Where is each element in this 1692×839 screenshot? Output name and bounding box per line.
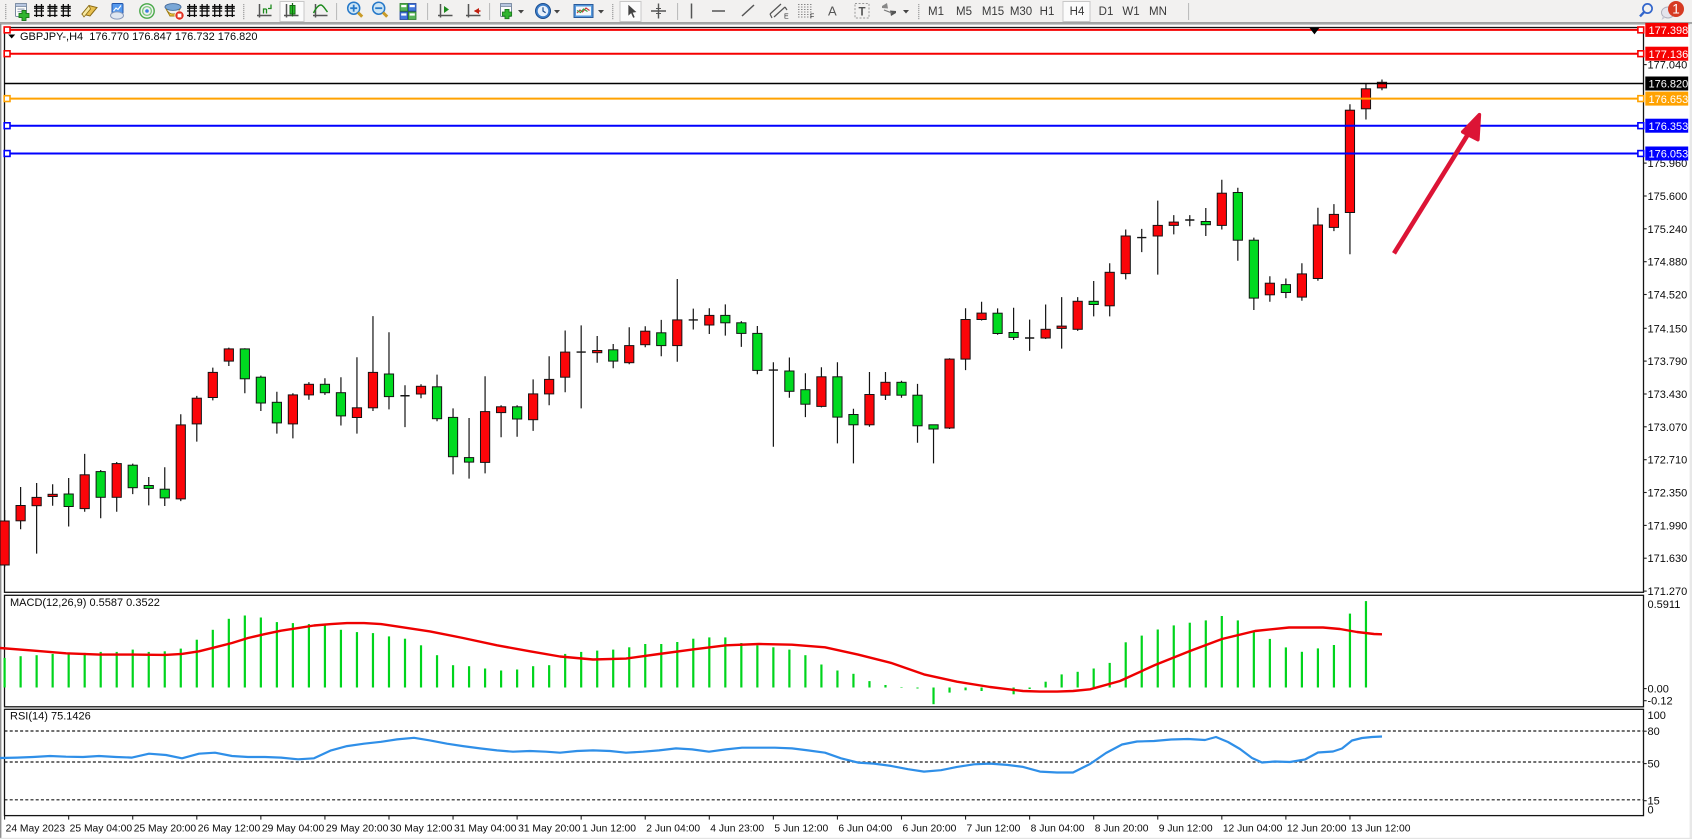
svg-text:31 May 04:00: 31 May 04:00 (454, 824, 517, 835)
svg-text:0.5911: 0.5911 (1648, 599, 1681, 611)
svg-text:13 Jun 12:00: 13 Jun 12:00 (1351, 824, 1411, 835)
svg-text:29 May 04:00: 29 May 04:00 (262, 824, 325, 835)
svg-text:173.070: 173.070 (1648, 422, 1688, 434)
svg-text:6 Jun 04:00: 6 Jun 04:00 (838, 824, 892, 835)
svg-text:12 Jun 20:00: 12 Jun 20:00 (1287, 824, 1347, 835)
svg-text:176.653: 176.653 (1649, 94, 1689, 106)
svg-text:8 Jun 20:00: 8 Jun 20:00 (1095, 824, 1149, 835)
svg-text:174.880: 174.880 (1648, 257, 1688, 269)
svg-text:172.710: 172.710 (1648, 455, 1688, 467)
svg-text:80: 80 (1648, 726, 1660, 738)
svg-text:A: A (828, 4, 837, 19)
svg-text:0: 0 (1648, 804, 1654, 816)
svg-text:177.398: 177.398 (1649, 25, 1689, 37)
svg-text:172.350: 172.350 (1648, 488, 1688, 500)
svg-text:176.353: 176.353 (1649, 121, 1689, 133)
svg-text:173.790: 173.790 (1648, 356, 1688, 368)
svg-text:M15: M15 (982, 6, 1004, 18)
svg-text:MACD(12,26,9) 0.5587 0.3522: MACD(12,26,9) 0.5587 0.3522 (10, 597, 160, 609)
svg-text:173.430: 173.430 (1648, 389, 1688, 401)
svg-text:9 Jun 12:00: 9 Jun 12:00 (1159, 824, 1213, 835)
svg-text:171.270: 171.270 (1648, 586, 1688, 598)
svg-text:24 May 2023: 24 May 2023 (6, 824, 66, 835)
svg-text:176.820: 176.820 (1649, 79, 1689, 91)
svg-text:171.990: 171.990 (1648, 520, 1688, 532)
svg-text:177.136: 177.136 (1649, 49, 1689, 61)
svg-text:177.040: 177.040 (1648, 60, 1688, 72)
svg-text:W1: W1 (1122, 6, 1139, 18)
svg-text:5 Jun 12:00: 5 Jun 12:00 (774, 824, 828, 835)
svg-text:H1: H1 (1040, 6, 1055, 18)
svg-text:25 May 04:00: 25 May 04:00 (70, 824, 133, 835)
svg-text:1: 1 (1672, 2, 1680, 17)
svg-text:31 May 20:00: 31 May 20:00 (518, 824, 581, 835)
svg-text:1 Jun 12:00: 1 Jun 12:00 (582, 824, 636, 835)
svg-text:26 May 12:00: 26 May 12:00 (198, 824, 261, 835)
svg-text:50: 50 (1648, 759, 1660, 771)
svg-text:174.150: 174.150 (1648, 323, 1688, 335)
svg-text:M30: M30 (1010, 6, 1032, 18)
svg-text:6 Jun 20:00: 6 Jun 20:00 (902, 824, 956, 835)
svg-text:0.00: 0.00 (1648, 684, 1669, 696)
svg-text:D1: D1 (1099, 6, 1114, 18)
svg-text:30 May 12:00: 30 May 12:00 (390, 824, 453, 835)
svg-text:-0.12: -0.12 (1648, 696, 1673, 708)
svg-text:7 Jun 12:00: 7 Jun 12:00 (967, 824, 1021, 835)
svg-text:176.053: 176.053 (1649, 149, 1689, 161)
svg-text:175.240: 175.240 (1648, 224, 1688, 236)
svg-text:4 Jun 23:00: 4 Jun 23:00 (710, 824, 764, 835)
svg-text:175.960: 175.960 (1648, 158, 1688, 170)
svg-text:F: F (810, 14, 814, 21)
svg-text:H4: H4 (1070, 6, 1085, 18)
svg-text:175.600: 175.600 (1648, 191, 1688, 203)
svg-text:171.630: 171.630 (1648, 553, 1688, 565)
svg-text:E: E (784, 14, 789, 21)
svg-text:25 May 20:00: 25 May 20:00 (134, 824, 197, 835)
svg-text:29 May 20:00: 29 May 20:00 (326, 824, 389, 835)
svg-text:RSI(14) 75.1426: RSI(14) 75.1426 (10, 711, 91, 723)
svg-text:M1: M1 (928, 6, 944, 18)
svg-text:MN: MN (1149, 6, 1167, 18)
svg-text:8 Jun 04:00: 8 Jun 04:00 (1031, 824, 1085, 835)
svg-text:T: T (859, 7, 866, 19)
svg-text:GBPJPY-,H4 176.770 176.847 17: GBPJPY-,H4 176.770 176.847 176.732 176.8… (20, 31, 258, 43)
svg-text:2 Jun 04:00: 2 Jun 04:00 (646, 824, 700, 835)
svg-text:174.520: 174.520 (1648, 290, 1688, 302)
svg-text:12 Jun 04:00: 12 Jun 04:00 (1223, 824, 1283, 835)
svg-text:M5: M5 (956, 6, 972, 18)
svg-text:15: 15 (1648, 796, 1660, 808)
svg-text:100: 100 (1648, 710, 1666, 722)
